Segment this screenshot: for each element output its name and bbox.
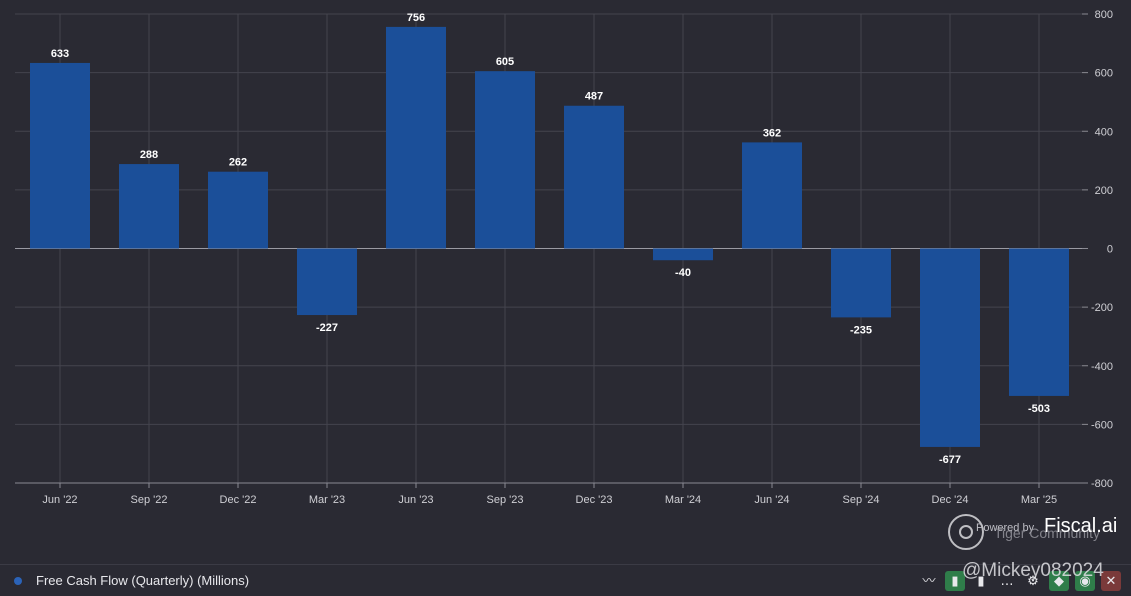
- y-tick-label: -800: [1091, 478, 1113, 490]
- tiger-logo-icon: [948, 514, 984, 550]
- brand-block: Powered by Tiger Community Fiscal.ai: [948, 512, 1128, 556]
- data-label: -40: [675, 267, 691, 279]
- close-icon[interactable]: ✕: [1101, 571, 1121, 591]
- x-tick-label: Sep '24: [843, 494, 880, 506]
- bar[interactable]: [653, 248, 713, 261]
- x-tick-label: Sep '23: [487, 494, 524, 506]
- x-tick-label: Dec '22: [220, 494, 257, 506]
- bar-chart-alt-icon[interactable]: ▮: [977, 573, 985, 589]
- x-tick-label: Mar '25: [1021, 494, 1057, 506]
- data-label: 362: [763, 127, 781, 139]
- eye-icon[interactable]: ◉: [1075, 571, 1095, 591]
- bar[interactable]: [831, 248, 891, 318]
- powered-by-text: Powered by: [976, 522, 1035, 534]
- bar[interactable]: [208, 171, 268, 249]
- x-tick-label: Mar '24: [665, 494, 701, 506]
- bar[interactable]: [564, 105, 624, 249]
- bar-chart: 633 288 262 -227 756 605 487 -40 362 -235 -677 -503…: [15, 9, 1113, 506]
- y-tick-label: 0: [1107, 244, 1113, 256]
- bar[interactable]: [920, 248, 980, 447]
- legend-label: Free Cash Flow (Quarterly) (Millions): [36, 573, 250, 588]
- data-label: -227: [316, 322, 338, 334]
- x-tick-label: Dec '24: [932, 494, 969, 506]
- chart-line-icon[interactable]: 〰: [922, 573, 936, 589]
- bar[interactable]: [742, 142, 802, 249]
- brand-name[interactable]: Fiscal.ai: [1044, 515, 1118, 537]
- legend[interactable]: Free Cash Flow (Quarterly) (Millions): [14, 573, 249, 588]
- data-labels: 633 288 262 -227 756 605 487 -40 362 -235 -677 -503: [51, 12, 1050, 466]
- x-tick-label: Jun '24: [754, 494, 789, 506]
- legend-dot-icon: [14, 576, 22, 585]
- data-label: -235: [850, 324, 872, 336]
- bar[interactable]: [386, 26, 446, 249]
- gear-icon[interactable]: ⚙: [1027, 573, 1039, 589]
- y-tick-label: -600: [1091, 419, 1113, 431]
- data-label: 605: [496, 56, 514, 68]
- bar[interactable]: [475, 71, 535, 249]
- x-tick-label: Mar '23: [309, 494, 345, 506]
- data-label: 288: [140, 149, 158, 161]
- y-tick-label: 800: [1095, 9, 1113, 21]
- data-label: 487: [585, 91, 603, 103]
- ellipsis-icon[interactable]: …: [1000, 573, 1014, 589]
- x-tick-label: Jun '23: [398, 494, 433, 506]
- y-tick-label: 200: [1095, 185, 1113, 197]
- bar[interactable]: [297, 248, 357, 316]
- data-label: -677: [939, 454, 961, 466]
- data-label: -503: [1028, 403, 1050, 415]
- y-axis: 800 600 400 200 0 -200 -400 -600 -800: [1082, 9, 1113, 490]
- y-tick-label: 400: [1095, 126, 1113, 138]
- bar-chart-icon[interactable]: ▮: [945, 571, 965, 591]
- data-label: 262: [229, 157, 247, 169]
- chart-footer: Free Cash Flow (Quarterly) (Millions) 〰 …: [0, 564, 1131, 596]
- data-label: 633: [51, 48, 69, 60]
- x-tick-label: Jun '22: [42, 494, 77, 506]
- data-label: 756: [407, 12, 425, 24]
- watermark-handle: @Mickey082024: [962, 560, 1104, 581]
- bar[interactable]: [1009, 248, 1069, 396]
- tag-icon[interactable]: ◆: [1049, 571, 1069, 591]
- watermark-tiger-community: Tiger Community: [994, 525, 1101, 541]
- y-tick-label: -400: [1091, 361, 1113, 373]
- x-tick-label: Sep '22: [131, 494, 168, 506]
- y-tick-label: 600: [1095, 68, 1113, 80]
- bar[interactable]: [119, 164, 179, 249]
- bars: [30, 26, 1069, 447]
- y-tick-label: -200: [1091, 302, 1113, 314]
- x-tick-label: Dec '23: [576, 494, 613, 506]
- bar[interactable]: [30, 62, 90, 249]
- toolbar: 〰 ▮ ▮ … ⚙ ◆ ◉ ✕: [919, 571, 1121, 591]
- x-axis: Jun '22 Sep '22 Dec '22 Mar '23 Jun '23 Sep '…: [42, 483, 1057, 506]
